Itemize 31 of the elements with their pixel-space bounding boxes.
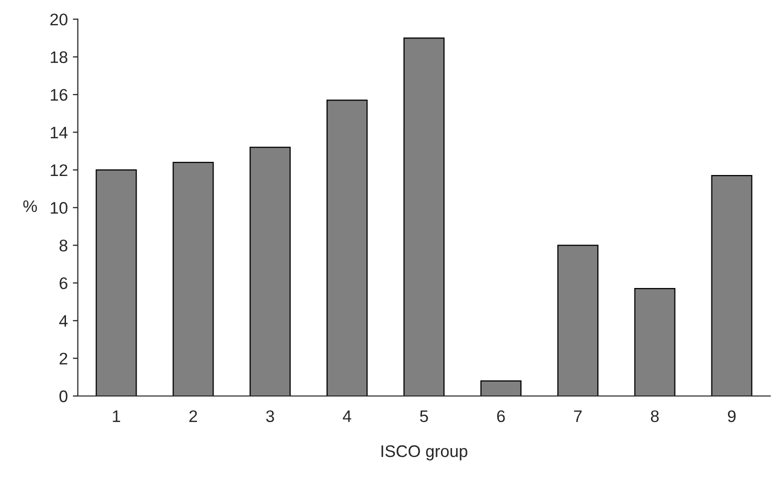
- x-axis-title: ISCO group: [382, 445, 468, 460]
- x-tick-label: 2: [189, 410, 197, 422]
- y-tick-label: 20: [50, 14, 68, 26]
- bar: [480, 380, 522, 396]
- y-tick-label: 10: [50, 202, 68, 214]
- y-tick-label: 0: [59, 390, 68, 402]
- y-axis-title: %: [23, 200, 37, 212]
- bar: [403, 37, 445, 396]
- bar: [557, 244, 598, 396]
- x-tick-label: 8: [650, 410, 659, 422]
- y-tick-label: 14: [50, 126, 68, 138]
- y-tick-label: 6: [60, 277, 68, 290]
- x-tick-label: 4: [342, 410, 352, 422]
- y-tick-label: 18: [50, 51, 68, 64]
- y-tick-label: 2: [60, 352, 68, 364]
- x-tick-label: 9: [728, 410, 736, 422]
- bar: [250, 146, 291, 396]
- x-tick-label: 6: [497, 410, 505, 422]
- x-tick-label: 3: [266, 410, 274, 422]
- y-tick-label: 12: [50, 164, 68, 176]
- y-tick-label: 8: [60, 240, 68, 252]
- y-tick-label: 4: [59, 315, 68, 327]
- x-tick-label: 7: [574, 410, 582, 422]
- x-tick-label: 5: [420, 410, 428, 422]
- x-tick-label: 1: [112, 410, 120, 422]
- y-tick-label: 16: [50, 88, 68, 101]
- bar: [711, 175, 752, 396]
- bar: [172, 162, 214, 396]
- bar: [326, 100, 368, 396]
- bar: [634, 288, 676, 396]
- bar: [96, 169, 137, 396]
